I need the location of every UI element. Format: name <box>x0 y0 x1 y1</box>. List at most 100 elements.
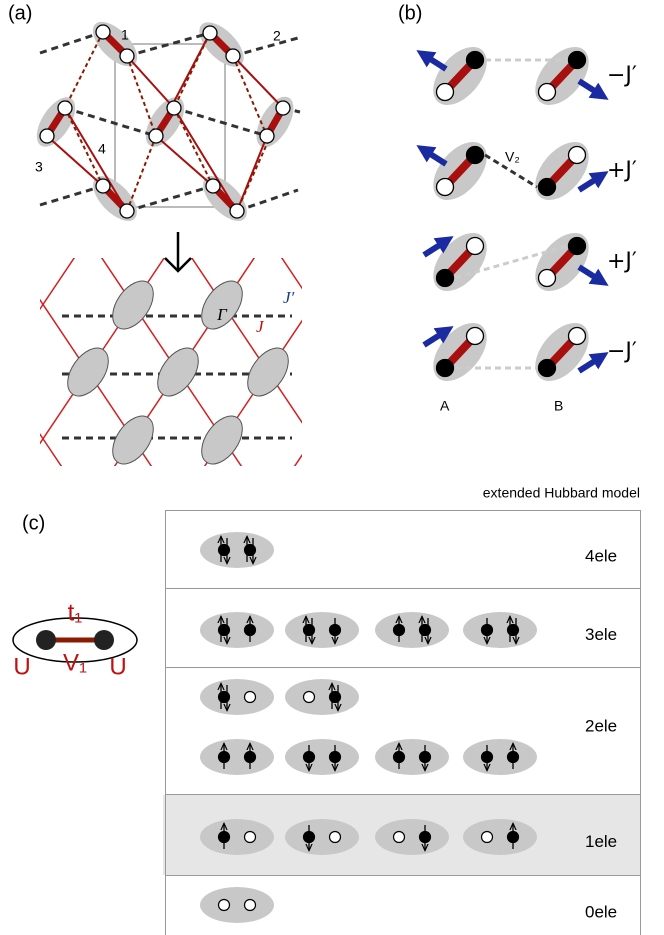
bond-label: V₂ <box>505 149 520 165</box>
j-label: J <box>256 317 265 336</box>
site-label: 3 <box>35 159 43 175</box>
dimer-site <box>157 347 199 397</box>
bond-j-dashed <box>64 31 104 109</box>
site <box>465 145 485 165</box>
panel-c: t₁ V₁ U U 4ele 3ele 2ele 1ele 0ele <box>12 510 641 935</box>
bond-j <box>64 107 128 212</box>
site <box>225 48 241 64</box>
panel-b: −J′ +J′ +J′ −J′ V₂ A B <box>416 46 637 414</box>
table-frame <box>165 510 641 935</box>
dimer-ellipse <box>375 739 449 775</box>
dimer-ellipse <box>285 739 359 775</box>
moment-arrow <box>577 78 609 100</box>
bond-j-dashed <box>173 107 214 187</box>
gamma-label: Γ <box>216 305 228 324</box>
site <box>567 145 587 165</box>
dimer-ellipse <box>463 612 537 648</box>
site-a-label: A <box>440 398 450 414</box>
bond-jprime <box>126 184 214 213</box>
site <box>275 100 291 116</box>
site <box>243 898 257 912</box>
bond-j <box>280 258 302 290</box>
site-label: 2 <box>273 28 281 44</box>
bond-j-dashed <box>232 55 268 137</box>
moment-arrow <box>422 326 454 348</box>
dimer-ellipse <box>200 739 274 775</box>
hopping-label: t₁ <box>68 599 83 626</box>
bond-j-dashed <box>64 107 104 187</box>
site <box>202 25 218 41</box>
site <box>480 830 494 844</box>
site <box>328 830 342 844</box>
site-label: 4 <box>98 141 106 157</box>
coupling-label: −J′ <box>607 339 637 364</box>
dimer-ellipse <box>285 612 359 648</box>
dimer-ellipse <box>463 739 537 775</box>
site <box>229 203 245 219</box>
moment-arrow <box>577 171 609 193</box>
row-label: 3ele <box>585 625 617 644</box>
site <box>302 690 316 704</box>
site <box>435 358 455 378</box>
dimer-ellipse <box>375 612 449 648</box>
site <box>567 236 587 256</box>
dimer-ellipse <box>200 532 274 568</box>
site <box>537 82 557 102</box>
bond-j-dashed <box>126 55 157 137</box>
dimer-ellipse <box>463 819 537 855</box>
moment-arrow <box>422 236 454 258</box>
site <box>537 268 557 288</box>
dimer-ellipse <box>12 617 138 663</box>
panel-label: (a) <box>8 2 32 24</box>
site <box>243 830 257 844</box>
row-label: 0ele <box>585 902 617 921</box>
bond-j <box>40 432 63 466</box>
site <box>465 50 485 70</box>
bond-jprime <box>236 188 299 213</box>
site <box>435 177 455 197</box>
site <box>94 630 114 650</box>
site <box>166 100 182 116</box>
site <box>465 326 485 346</box>
bond-jprime <box>64 106 157 138</box>
site <box>302 623 316 637</box>
site <box>205 178 221 194</box>
dimer-ellipse <box>285 679 359 715</box>
bond-j <box>46 135 104 187</box>
panel-label: (c) <box>22 512 45 534</box>
site <box>537 177 557 197</box>
site-label: 1 <box>121 27 129 43</box>
table-title: extended Hubbard model <box>483 485 640 501</box>
onsite-label: U <box>109 653 126 680</box>
site <box>217 690 231 704</box>
bond-jprime <box>39 184 104 207</box>
dimer-site <box>247 347 289 397</box>
moment-arrow <box>577 352 609 374</box>
coupling-label: +J′ <box>607 158 637 183</box>
site <box>243 690 257 704</box>
dimer-ellipse <box>200 819 274 855</box>
unit-cell <box>114 43 226 208</box>
bond-j <box>232 55 284 109</box>
row-label: 4ele <box>585 546 617 565</box>
site <box>435 268 455 288</box>
panel-label: (b) <box>398 2 422 24</box>
site <box>465 236 485 256</box>
dimer-ellipse <box>200 679 274 715</box>
dimer-site <box>201 415 243 465</box>
site <box>39 128 55 144</box>
dimer-site <box>112 280 154 330</box>
bond-j <box>293 453 302 466</box>
row-label: 1ele <box>585 832 617 851</box>
interaction-label: V₁ <box>63 649 87 676</box>
site <box>119 48 135 64</box>
onsite-label: U <box>13 653 30 680</box>
bond-j <box>155 135 214 187</box>
site <box>259 128 275 144</box>
site <box>217 543 231 557</box>
site <box>217 898 231 912</box>
site <box>567 50 587 70</box>
bond-j <box>126 55 175 109</box>
bond-j <box>173 107 238 212</box>
